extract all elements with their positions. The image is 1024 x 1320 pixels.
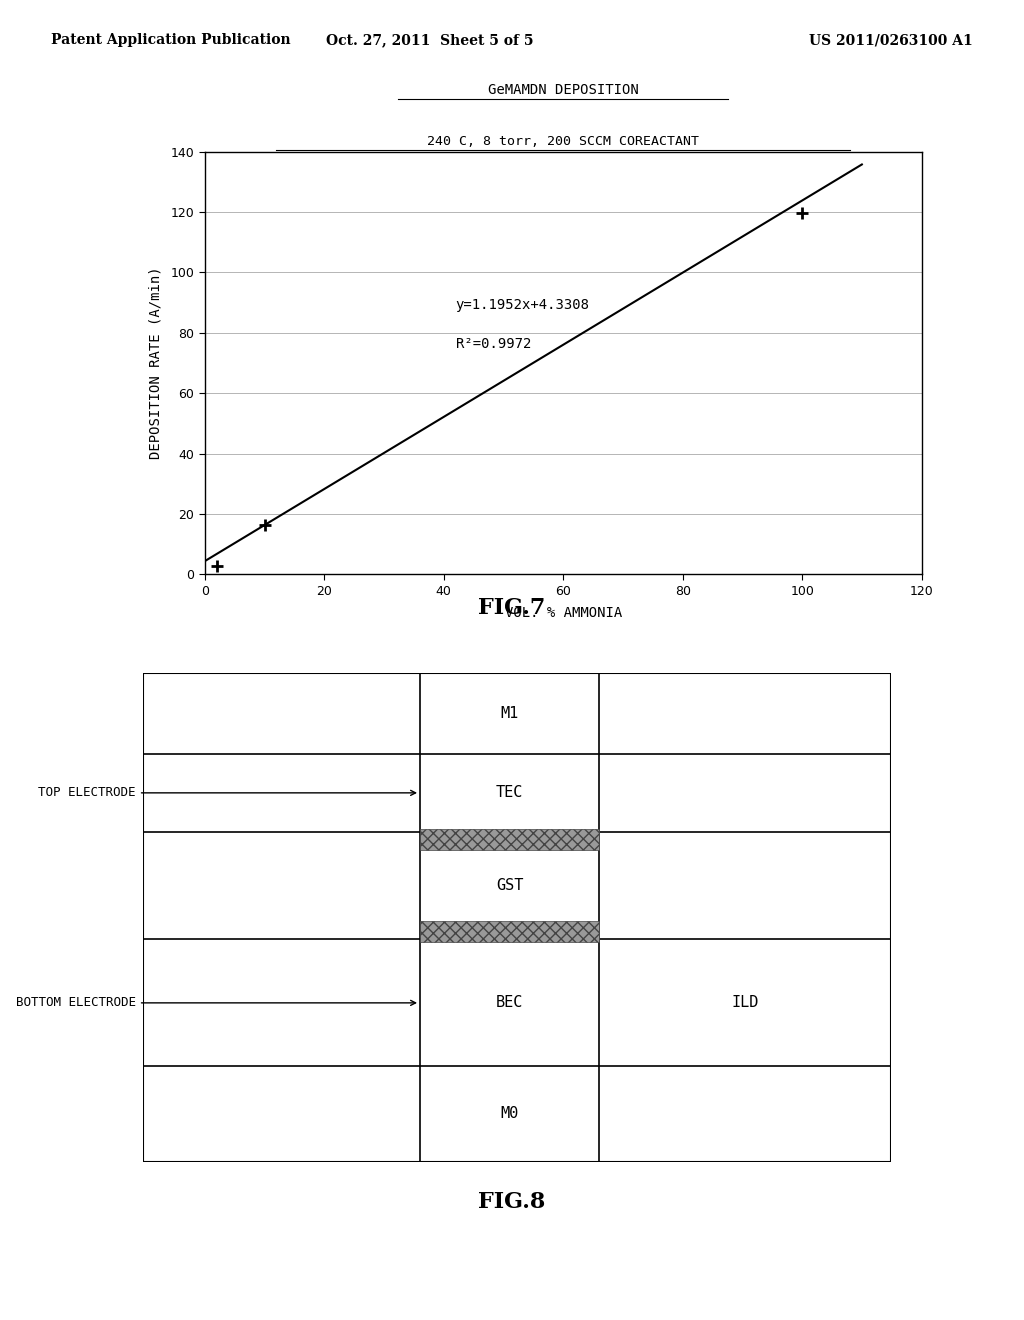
Text: US 2011/0263100 A1: US 2011/0263100 A1 <box>809 33 973 48</box>
Text: GST: GST <box>496 878 523 894</box>
Bar <box>420 921 599 942</box>
Text: BEC: BEC <box>496 995 523 1010</box>
Y-axis label: DEPOSITION RATE (A/min): DEPOSITION RATE (A/min) <box>148 267 162 459</box>
Text: FIG.8: FIG.8 <box>478 1191 546 1213</box>
Text: Patent Application Publication: Patent Application Publication <box>51 33 291 48</box>
Text: M1: M1 <box>501 706 519 721</box>
Text: FIG.7: FIG.7 <box>478 597 546 619</box>
Bar <box>420 829 599 850</box>
X-axis label: VOL. % AMMONIA: VOL. % AMMONIA <box>505 606 622 620</box>
Text: TOP ELECTRODE: TOP ELECTRODE <box>38 787 416 800</box>
Text: 240 C, 8 torr, 200 SCCM COREACTANT: 240 C, 8 torr, 200 SCCM COREACTANT <box>427 135 699 148</box>
Text: BOTTOM ELECTRODE: BOTTOM ELECTRODE <box>16 997 416 1010</box>
Text: Oct. 27, 2011  Sheet 5 of 5: Oct. 27, 2011 Sheet 5 of 5 <box>327 33 534 48</box>
Text: TEC: TEC <box>496 785 523 800</box>
Text: GeMAMDN DEPOSITION: GeMAMDN DEPOSITION <box>487 83 639 96</box>
Text: y=1.1952x+4.3308: y=1.1952x+4.3308 <box>456 298 590 312</box>
Text: ILD: ILD <box>731 995 759 1010</box>
Text: M0: M0 <box>501 1106 519 1122</box>
Text: R²=0.9972: R²=0.9972 <box>456 337 531 351</box>
